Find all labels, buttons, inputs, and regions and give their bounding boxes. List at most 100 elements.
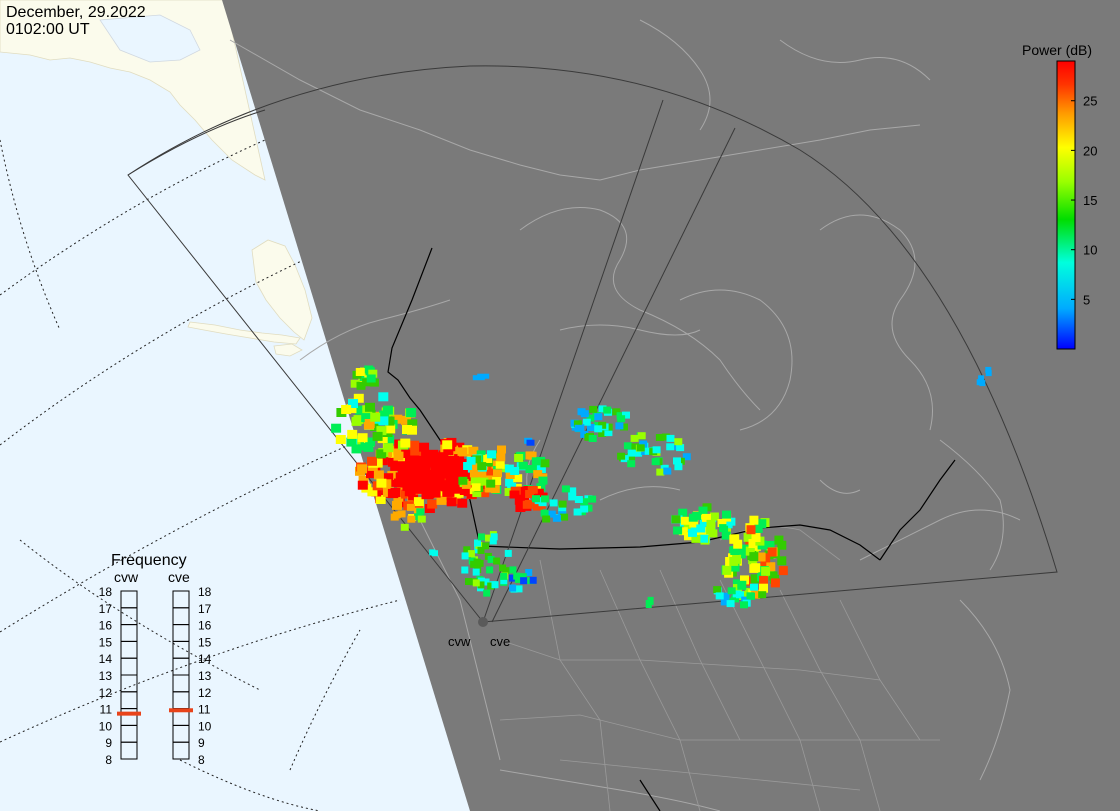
echo-cell [495, 460, 505, 469]
echo-cell [407, 467, 420, 478]
echo-cell [979, 380, 986, 387]
echo-cell [671, 515, 681, 524]
frequency-scale-label: 10 [99, 719, 113, 733]
echo-cell [469, 469, 479, 478]
echo-cell [688, 528, 697, 537]
echo-cell [706, 519, 716, 528]
echo-cell [485, 467, 495, 477]
echo-cell [532, 495, 540, 503]
colorbar-tick-label: 15 [1083, 193, 1097, 208]
echo-cell [588, 495, 597, 503]
echo-cell [525, 569, 533, 576]
echo-cell [598, 430, 607, 437]
echo-cell [390, 461, 401, 471]
echo-cell [690, 524, 700, 533]
echo-cell [500, 577, 508, 585]
echo-cell [560, 513, 569, 521]
echo-cell [699, 518, 709, 527]
echo-cell [709, 512, 719, 521]
echo-cell [394, 478, 404, 488]
echo-cell [440, 458, 453, 469]
echo-cell [743, 532, 753, 542]
echo-cell [627, 460, 636, 468]
echo-cell [759, 583, 768, 593]
echo-cell [500, 572, 508, 580]
echo-cell [540, 509, 549, 517]
echo-cell [746, 525, 756, 535]
echo-cell [490, 533, 498, 541]
echo-cell [477, 462, 487, 471]
echo-cell [468, 446, 479, 456]
echo-cell [726, 517, 736, 526]
echo-cell [446, 480, 458, 491]
colorbar-tick-label: 5 [1083, 292, 1090, 307]
echo-cell [768, 571, 778, 581]
echo-cell [774, 535, 784, 545]
echo-cell [717, 519, 727, 527]
echo-cell [400, 523, 409, 531]
colorbar-title: Power (dB) [1022, 42, 1092, 58]
echo-cell [985, 370, 992, 377]
frequency-scale-label: 8 [105, 753, 112, 767]
frequency-scale-label: 11 [100, 703, 113, 717]
frequency-scale-label: 9 [105, 736, 112, 750]
echo-cell [514, 496, 525, 505]
echo-cell [573, 420, 582, 428]
frequency-scale-label: 8 [198, 753, 205, 767]
echo-cell [504, 549, 512, 557]
echo-cell [376, 478, 387, 488]
echo-cell [580, 430, 589, 438]
echo-cell [748, 539, 758, 548]
colorbar-tick-label: 10 [1083, 243, 1097, 258]
echo-cell [509, 566, 517, 574]
echo-cell [713, 586, 722, 594]
echo-cell [400, 438, 411, 448]
colorbar-scale [1056, 60, 1076, 350]
echo-cell [466, 456, 476, 465]
radar-label-cve: cve [490, 634, 510, 649]
frequency-radar-cvw: cvw [114, 569, 139, 585]
frequency-radar-cve: cve [168, 569, 190, 585]
echo-cell [375, 495, 386, 504]
echo-cell [490, 485, 500, 494]
echo-cell [355, 368, 365, 376]
echo-cell [751, 533, 761, 542]
echo-cell [385, 424, 396, 434]
echo-cell [364, 419, 375, 428]
echo-cell [598, 405, 607, 413]
echo-cell [594, 425, 603, 433]
echo-cell [729, 534, 739, 544]
echo-cell [526, 439, 535, 446]
echo-cell [757, 519, 767, 529]
echo-cell [759, 575, 768, 585]
echo-cell [698, 506, 708, 515]
echo-cell [361, 413, 372, 423]
echo-cell [461, 480, 471, 489]
echo-cell [493, 469, 502, 478]
echo-cell [584, 504, 593, 512]
echo-cell [520, 577, 528, 585]
echo-cell [442, 440, 453, 450]
echo-cell [425, 457, 438, 468]
echo-cell [750, 574, 760, 584]
frequency-indicator [169, 708, 193, 713]
echo-cell [393, 492, 404, 502]
echo-cell [680, 516, 690, 525]
echo-cell [443, 446, 454, 455]
echo-cell [446, 497, 457, 507]
echo-cell [448, 459, 461, 469]
echo-cell [777, 556, 787, 566]
echo-cell [727, 587, 736, 595]
echo-cell [749, 552, 759, 562]
echo-cell [382, 405, 393, 415]
frequency-scale-label: 17 [198, 602, 212, 616]
colorbar-tick-label: 20 [1083, 143, 1097, 158]
echo-cell [384, 435, 395, 444]
echo-cell [458, 476, 468, 485]
echo-cell [473, 558, 481, 566]
echo-cell [655, 434, 664, 441]
echo-cell [731, 595, 740, 603]
night-side [222, 0, 1120, 811]
echo-cell [406, 503, 415, 511]
echo-cell [691, 534, 701, 543]
